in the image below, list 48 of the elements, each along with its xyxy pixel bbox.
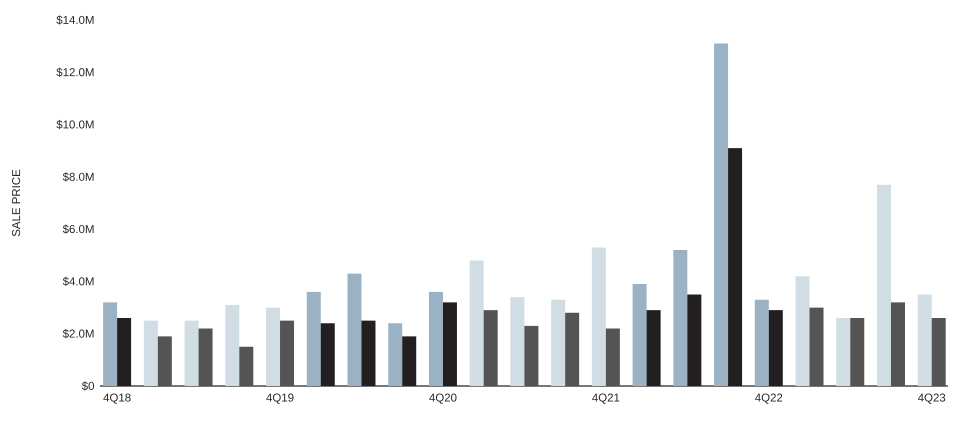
bar: [158, 336, 172, 386]
x-tick-label: 4Q22: [755, 394, 782, 404]
bar: [198, 328, 213, 386]
bar: [428, 292, 443, 386]
bar: [347, 274, 362, 386]
bar: [714, 44, 728, 386]
bar: [918, 294, 932, 386]
y-tick-label: $0: [82, 381, 94, 391]
x-tick-label: 4Q19: [266, 394, 294, 404]
bar: [836, 318, 850, 386]
bar: [890, 302, 905, 386]
bar: [280, 320, 294, 386]
bar: [266, 308, 280, 386]
x-tick-label: 4Q23: [918, 394, 946, 404]
y-tick-label: $14.0M: [56, 15, 94, 25]
bar: [470, 260, 484, 386]
bar: [592, 247, 606, 386]
y-tick-label: $2.0M: [62, 329, 94, 338]
bar: [850, 318, 864, 386]
bar: [239, 346, 254, 386]
x-tick-label: 4Q20: [429, 394, 457, 404]
bar: [388, 323, 402, 386]
y-tick-label: $8.0M: [62, 172, 94, 182]
bar: [484, 310, 498, 386]
bar: [306, 292, 321, 386]
bar: [673, 250, 688, 386]
bar: [796, 276, 810, 386]
y-tick-label: $4.0M: [62, 276, 94, 286]
bar: [754, 300, 769, 386]
bar: [144, 320, 158, 386]
bar: [184, 320, 199, 386]
bar: [876, 184, 891, 386]
bar: [565, 312, 580, 386]
bar: [103, 302, 118, 386]
bar: [551, 300, 566, 386]
bar: [810, 308, 824, 386]
y-axis-title: SALE PRICE: [12, 170, 20, 236]
x-tick-label: 4Q21: [592, 394, 620, 404]
x-tick-label: 4Q18: [103, 394, 131, 404]
bar: [932, 318, 946, 386]
y-tick-label: $6.0M: [62, 224, 94, 234]
bar: [225, 304, 240, 386]
bar: [632, 284, 647, 386]
bar: [510, 297, 524, 386]
y-tick-label: $12.0M: [56, 68, 94, 77]
bar: [606, 328, 620, 386]
bar: [524, 326, 538, 386]
y-tick-label: $10.0M: [56, 120, 94, 130]
